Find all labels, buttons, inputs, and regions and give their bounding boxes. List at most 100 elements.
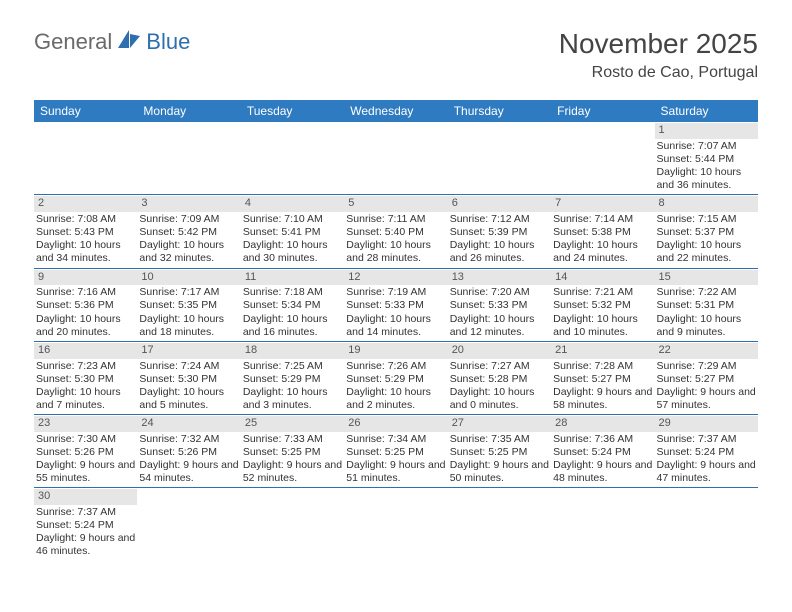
sunrise-line: Sunrise: 7:08 AM: [36, 213, 135, 226]
daylight-line: Daylight: 10 hours and 26 minutes.: [450, 239, 549, 265]
sunset-line: Sunset: 5:26 PM: [36, 446, 135, 459]
sunrise-line: Sunrise: 7:10 AM: [243, 213, 342, 226]
daylight-line: Daylight: 10 hours and 32 minutes.: [139, 239, 238, 265]
sunset-line: Sunset: 5:34 PM: [243, 299, 342, 312]
sunset-line: Sunset: 5:32 PM: [553, 299, 652, 312]
day-number: 4: [241, 196, 344, 212]
calendar-cell: 28Sunrise: 7:36 AMSunset: 5:24 PMDayligh…: [551, 415, 654, 487]
day-number: 6: [448, 196, 551, 212]
daylight-line: Daylight: 10 hours and 3 minutes.: [243, 386, 342, 412]
sunrise-line: Sunrise: 7:30 AM: [36, 433, 135, 446]
calendar-cell: 30Sunrise: 7:37 AMSunset: 5:24 PMDayligh…: [34, 488, 137, 560]
sunrise-line: Sunrise: 7:29 AM: [657, 360, 756, 373]
day-header-row: SundayMondayTuesdayWednesdayThursdayFrid…: [34, 100, 758, 122]
daylight-line: Daylight: 10 hours and 24 minutes.: [553, 239, 652, 265]
header: General Blue November 2025 Rosto de Cao,…: [0, 0, 792, 90]
daylight-line: Daylight: 10 hours and 36 minutes.: [657, 166, 756, 192]
sunset-line: Sunset: 5:33 PM: [450, 299, 549, 312]
daylight-line: Daylight: 10 hours and 18 minutes.: [139, 313, 238, 339]
calendar: SundayMondayTuesdayWednesdayThursdayFrid…: [34, 100, 758, 561]
sunset-line: Sunset: 5:33 PM: [346, 299, 445, 312]
day-number: 24: [137, 416, 240, 432]
day-number: 20: [448, 343, 551, 359]
sunrise-line: Sunrise: 7:09 AM: [139, 213, 238, 226]
calendar-cell: [137, 122, 240, 194]
logo-text-general: General: [34, 29, 112, 55]
day-header-cell: Friday: [551, 100, 654, 122]
sunset-line: Sunset: 5:43 PM: [36, 226, 135, 239]
daylight-line: Daylight: 10 hours and 12 minutes.: [450, 313, 549, 339]
calendar-cell: 9Sunrise: 7:16 AMSunset: 5:36 PMDaylight…: [34, 269, 137, 341]
sunrise-line: Sunrise: 7:19 AM: [346, 286, 445, 299]
sunrise-line: Sunrise: 7:34 AM: [346, 433, 445, 446]
sunset-line: Sunset: 5:41 PM: [243, 226, 342, 239]
daylight-line: Daylight: 9 hours and 58 minutes.: [553, 386, 652, 412]
day-number: 23: [34, 416, 137, 432]
daylight-line: Daylight: 10 hours and 34 minutes.: [36, 239, 135, 265]
calendar-cell: [344, 488, 447, 560]
sunrise-line: Sunrise: 7:07 AM: [657, 140, 756, 153]
calendar-cell: 19Sunrise: 7:26 AMSunset: 5:29 PMDayligh…: [344, 342, 447, 414]
calendar-cell: 21Sunrise: 7:28 AMSunset: 5:27 PMDayligh…: [551, 342, 654, 414]
sunrise-line: Sunrise: 7:23 AM: [36, 360, 135, 373]
day-number: 16: [34, 343, 137, 359]
sunrise-line: Sunrise: 7:37 AM: [36, 506, 135, 519]
logo: General Blue: [34, 28, 190, 55]
day-number: 26: [344, 416, 447, 432]
calendar-cell: [137, 488, 240, 560]
calendar-cell: [448, 122, 551, 194]
sunrise-line: Sunrise: 7:18 AM: [243, 286, 342, 299]
sunrise-line: Sunrise: 7:20 AM: [450, 286, 549, 299]
calendar-cell: 12Sunrise: 7:19 AMSunset: 5:33 PMDayligh…: [344, 269, 447, 341]
sunset-line: Sunset: 5:24 PM: [657, 446, 756, 459]
day-number: 14: [551, 270, 654, 286]
daylight-line: Daylight: 10 hours and 2 minutes.: [346, 386, 445, 412]
sunrise-line: Sunrise: 7:15 AM: [657, 213, 756, 226]
sunset-line: Sunset: 5:29 PM: [243, 373, 342, 386]
day-header-cell: Wednesday: [344, 100, 447, 122]
sunrise-line: Sunrise: 7:28 AM: [553, 360, 652, 373]
sunset-line: Sunset: 5:38 PM: [553, 226, 652, 239]
day-number: 10: [137, 270, 240, 286]
sunrise-line: Sunrise: 7:17 AM: [139, 286, 238, 299]
calendar-week: 30Sunrise: 7:37 AMSunset: 5:24 PMDayligh…: [34, 488, 758, 560]
day-number: 3: [137, 196, 240, 212]
calendar-cell: 3Sunrise: 7:09 AMSunset: 5:42 PMDaylight…: [137, 195, 240, 267]
sunrise-line: Sunrise: 7:14 AM: [553, 213, 652, 226]
sunset-line: Sunset: 5:44 PM: [657, 153, 756, 166]
day-number: 28: [551, 416, 654, 432]
calendar-cell: [655, 488, 758, 560]
day-number: 5: [344, 196, 447, 212]
sunset-line: Sunset: 5:27 PM: [553, 373, 652, 386]
sunset-line: Sunset: 5:35 PM: [139, 299, 238, 312]
sunset-line: Sunset: 5:31 PM: [657, 299, 756, 312]
sunrise-line: Sunrise: 7:16 AM: [36, 286, 135, 299]
sunrise-line: Sunrise: 7:22 AM: [657, 286, 756, 299]
sunrise-line: Sunrise: 7:11 AM: [346, 213, 445, 226]
calendar-cell: 24Sunrise: 7:32 AMSunset: 5:26 PMDayligh…: [137, 415, 240, 487]
calendar-week: 16Sunrise: 7:23 AMSunset: 5:30 PMDayligh…: [34, 342, 758, 415]
calendar-cell: 11Sunrise: 7:18 AMSunset: 5:34 PMDayligh…: [241, 269, 344, 341]
daylight-line: Daylight: 9 hours and 52 minutes.: [243, 459, 342, 485]
calendar-cell: 26Sunrise: 7:34 AMSunset: 5:25 PMDayligh…: [344, 415, 447, 487]
calendar-cell: 17Sunrise: 7:24 AMSunset: 5:30 PMDayligh…: [137, 342, 240, 414]
calendar-cell: [34, 122, 137, 194]
calendar-cell: [551, 122, 654, 194]
sunset-line: Sunset: 5:26 PM: [139, 446, 238, 459]
daylight-line: Daylight: 9 hours and 50 minutes.: [450, 459, 549, 485]
daylight-line: Daylight: 9 hours and 55 minutes.: [36, 459, 135, 485]
calendar-cell: 8Sunrise: 7:15 AMSunset: 5:37 PMDaylight…: [655, 195, 758, 267]
day-number: 21: [551, 343, 654, 359]
day-number: 25: [241, 416, 344, 432]
calendar-cell: [344, 122, 447, 194]
calendar-week: 2Sunrise: 7:08 AMSunset: 5:43 PMDaylight…: [34, 195, 758, 268]
sunrise-line: Sunrise: 7:36 AM: [553, 433, 652, 446]
day-number: 12: [344, 270, 447, 286]
calendar-cell: 20Sunrise: 7:27 AMSunset: 5:28 PMDayligh…: [448, 342, 551, 414]
day-number: 13: [448, 270, 551, 286]
calendar-cell: 1Sunrise: 7:07 AMSunset: 5:44 PMDaylight…: [655, 122, 758, 194]
sunset-line: Sunset: 5:25 PM: [450, 446, 549, 459]
calendar-cell: 6Sunrise: 7:12 AMSunset: 5:39 PMDaylight…: [448, 195, 551, 267]
sunrise-line: Sunrise: 7:26 AM: [346, 360, 445, 373]
sunrise-line: Sunrise: 7:24 AM: [139, 360, 238, 373]
